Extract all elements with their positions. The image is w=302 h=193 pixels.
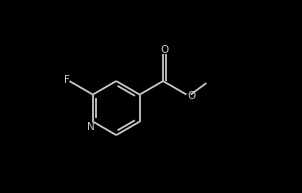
Text: O: O [188, 91, 196, 101]
Text: F: F [64, 75, 70, 85]
Text: O: O [160, 45, 169, 55]
Text: N: N [87, 122, 95, 132]
